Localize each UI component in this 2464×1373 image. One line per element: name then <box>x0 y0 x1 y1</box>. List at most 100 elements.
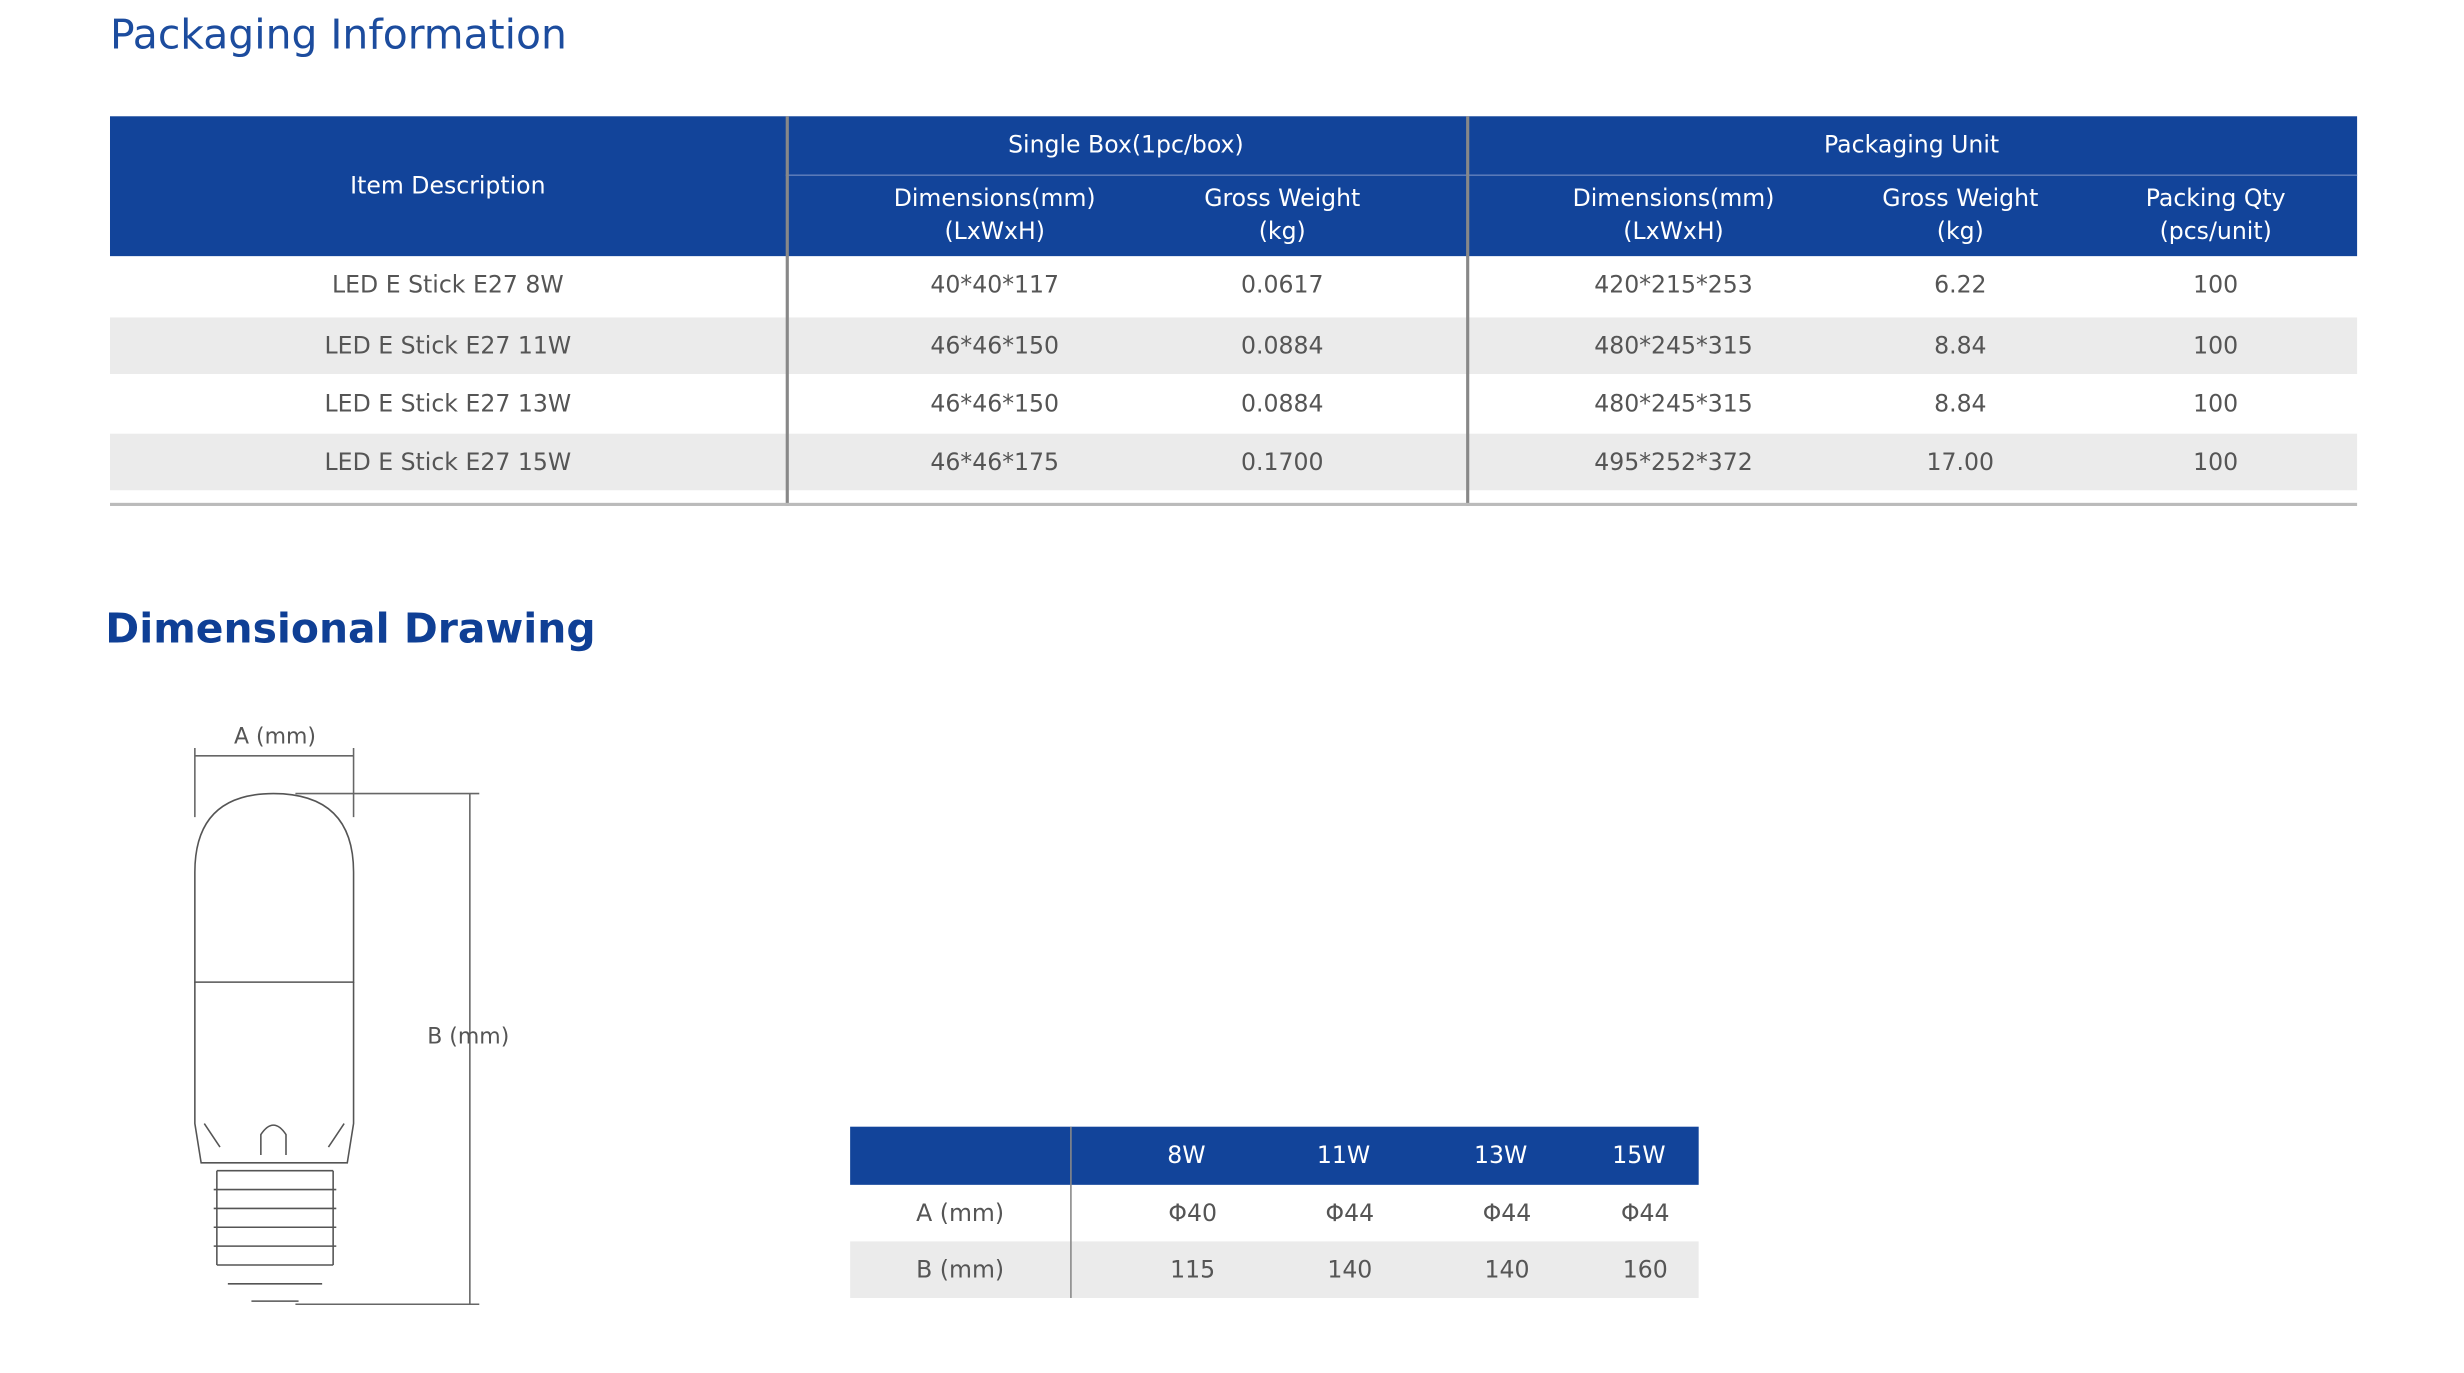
cell-text: 15W <box>1612 1140 1666 1170</box>
cell-text: Gross Weight <box>1882 183 2039 213</box>
cell-text: B (mm) <box>916 1254 1005 1284</box>
row-bg <box>109 317 2358 374</box>
cell-text: LED E Stick E27 11W <box>324 330 572 360</box>
cell-text: 480*245*315 <box>1594 388 1753 418</box>
cell-text: 0.0617 <box>1241 269 1324 298</box>
section-title: Packaging Information <box>109 12 567 60</box>
cell-text: 40*40*117 <box>930 269 1059 298</box>
table-cell: 160 <box>1567 1241 1724 1298</box>
row-bg <box>109 433 2358 491</box>
cell-text: Item Description <box>350 171 546 200</box>
cell-text: 160 <box>1622 1254 1668 1284</box>
header-cell: Gross Weight (kg) <box>1136 178 1428 253</box>
table-cell: 100 <box>2090 434 2341 491</box>
table-cell: 40*40*117 <box>849 256 1141 313</box>
section-title: Dimensional Drawing <box>105 606 596 654</box>
cell-text: 13W <box>1474 1140 1528 1170</box>
table-cell: 480*245*315 <box>1524 317 1823 374</box>
header-cell: Packaging Unit <box>1466 116 2357 174</box>
cell-text: 0.1700 <box>1241 447 1324 476</box>
table-cell: 115 <box>1114 1241 1271 1298</box>
cell-text: 0.0884 <box>1241 388 1324 418</box>
header-divider <box>785 174 2358 176</box>
table-cell: 17.00 <box>1823 434 2098 491</box>
table-cell: Φ44 <box>1271 1185 1428 1242</box>
table-cell: Φ44 <box>1428 1185 1585 1242</box>
table-cell: 420*215*253 <box>1524 256 1823 313</box>
cell-text: Gross Weight <box>1204 183 1361 213</box>
column-divider <box>785 116 789 506</box>
table-cell: 140 <box>1428 1241 1585 1298</box>
lamp-neck <box>203 1123 345 1155</box>
column-divider <box>1070 1126 1072 1298</box>
lamp-drawing: A (mm) B (mm) <box>194 724 509 1306</box>
header-cell: Dimensions(mm) (LxWxH) <box>1524 178 1823 253</box>
cell-text: 8.84 <box>1934 388 1987 418</box>
cell-text: (kg) <box>1258 216 1306 246</box>
cell-text: 8.84 <box>1934 330 1987 360</box>
cell-text: Dimensions(mm) <box>1572 183 1775 213</box>
cell-text: 46*46*150 <box>930 388 1059 418</box>
header-cell: 13W <box>1422 1127 1579 1185</box>
header-cell: 11W <box>1265 1127 1422 1185</box>
row-bg <box>850 1241 1699 1298</box>
table-cell: 140 <box>1271 1241 1428 1298</box>
cell-text: 140 <box>1327 1254 1373 1284</box>
table-cell: 100 <box>2090 317 2341 374</box>
cell-text: Single Box(1pc/box) <box>1008 130 1244 159</box>
cell-text: Dimensions(mm) <box>893 183 1096 213</box>
cell-text: Φ44 <box>1482 1198 1532 1227</box>
header-cell: Dimensions(mm) (LxWxH) <box>849 178 1141 253</box>
cell-text: Φ40 <box>1168 1198 1217 1227</box>
cell-text: (kg) <box>1936 216 1984 246</box>
cell-text: 100 <box>2193 388 2239 418</box>
table-cell: LED E Stick E27 15W <box>110 434 786 491</box>
table-cell: 6.22 <box>1823 256 2098 313</box>
header-cell: 8W <box>1108 1127 1265 1185</box>
cell-text: 0.0884 <box>1241 330 1324 360</box>
cell-text: Φ44 <box>1325 1198 1375 1227</box>
cell-text: 46*46*175 <box>930 447 1059 476</box>
table-cell: LED E Stick E27 13W <box>110 376 786 433</box>
header-cell: Packing Qty (pcs/unit) <box>2090 178 2341 253</box>
cell-text: Packing Qty <box>2145 183 2286 213</box>
cell-text: Packaging Unit <box>1824 130 2000 159</box>
cell-text: A (mm) <box>916 1198 1005 1227</box>
table-cell: LED E Stick E27 11W <box>110 317 786 374</box>
header-cell: Gross Weight (kg) <box>1823 178 2098 253</box>
table-cell: 46*46*150 <box>849 376 1141 433</box>
lamp-base <box>213 1169 337 1302</box>
dimension-label: A (mm) <box>234 724 316 749</box>
cell-text: 100 <box>2193 269 2239 298</box>
table-cell: 100 <box>2090 376 2341 433</box>
cell-text: Φ44 <box>1620 1198 1670 1227</box>
table-header-bg <box>109 116 2358 257</box>
column-divider <box>1466 116 1469 506</box>
table-cell: 46*46*175 <box>849 434 1141 491</box>
cell-text: LED E Stick E27 15W <box>324 447 572 476</box>
cell-text: 495*252*372 <box>1594 447 1753 476</box>
table-cell: 0.0884 <box>1136 317 1428 374</box>
header-cell: 15W <box>1560 1127 1717 1185</box>
table-cell: Φ40 <box>1114 1185 1271 1242</box>
table-header-bg <box>850 1126 1699 1185</box>
table-cell: 495*252*372 <box>1524 434 1823 491</box>
cell-text: (pcs/unit) <box>2159 216 2272 246</box>
table-cell: 8.84 <box>1823 317 2098 374</box>
table-cell: 0.1700 <box>1136 434 1428 491</box>
table-cell: 8.84 <box>1823 376 2098 433</box>
table-cell: B (mm) <box>850 1241 1070 1298</box>
cell-text: 100 <box>2193 330 2239 360</box>
table-cell: 100 <box>2090 256 2341 313</box>
cell-text: (LxWxH) <box>944 216 1045 246</box>
table-cell: Φ44 <box>1567 1185 1724 1242</box>
header-cell: Single Box(1pc/box) <box>786 116 1466 174</box>
cell-text: LED E Stick E27 8W <box>332 269 564 298</box>
cell-text: 100 <box>2193 447 2239 476</box>
table-cell: A (mm) <box>850 1185 1070 1242</box>
cell-text: 115 <box>1170 1254 1216 1284</box>
cell-text: 6.22 <box>1934 269 1987 298</box>
dimension-label: B (mm) <box>427 1024 509 1049</box>
